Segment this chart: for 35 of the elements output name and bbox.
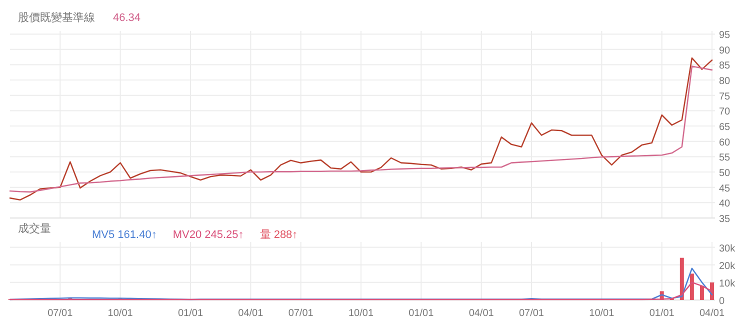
y-tick-label: 85 — [719, 60, 731, 72]
y-tick-label: 90 — [719, 45, 731, 56]
x-tick-label: 10/01 — [108, 308, 134, 319]
text: MV5 161.40↑ — [92, 229, 157, 241]
x-tick-label: 04/01 — [468, 308, 494, 319]
y-tick-label: 20k — [719, 260, 736, 272]
chart-title: 股價既變基準線 — [18, 11, 95, 24]
y-tick-label: 55 — [719, 152, 731, 164]
x-tick-label: 01/01 — [408, 308, 434, 319]
y-tick-label: 0 — [719, 296, 725, 307]
y-tick-label: 75 — [719, 91, 731, 102]
y-tick-label: 10k — [719, 278, 736, 290]
x-tick-label: 10/01 — [348, 308, 374, 319]
x-tick-label: 07/01 — [518, 308, 544, 319]
y-tick-label: 35 — [719, 214, 731, 225]
text: MV20 245.25↑ — [172, 229, 244, 241]
y-tick-label: 70 — [719, 106, 731, 118]
x-tick-label: 10/01 — [589, 308, 615, 319]
y-tick-label: 50 — [719, 168, 731, 180]
x-tick-label: 04/01 — [238, 308, 264, 319]
x-tick-label: 07/01 — [48, 308, 74, 319]
y-tick-label: 95 — [719, 30, 731, 42]
y-tick-label: 60 — [719, 137, 731, 148]
x-tick-label: 07/01 — [288, 308, 314, 319]
y-tick-label: 65 — [719, 122, 731, 134]
y-tick-label: 80 — [719, 76, 731, 88]
chart-title: 成交量 — [18, 222, 51, 235]
text: 量 288↑ — [260, 229, 298, 241]
x-tick-label: 01/01 — [178, 308, 204, 319]
y-tick-label: 30k — [719, 243, 736, 254]
y-tick-label: 40 — [719, 198, 731, 210]
x-tick-label: 04/01 — [699, 308, 725, 319]
text: 46.34 — [113, 12, 141, 24]
y-tick-label: 45 — [719, 183, 731, 194]
x-tick-label: 01/01 — [649, 308, 675, 319]
